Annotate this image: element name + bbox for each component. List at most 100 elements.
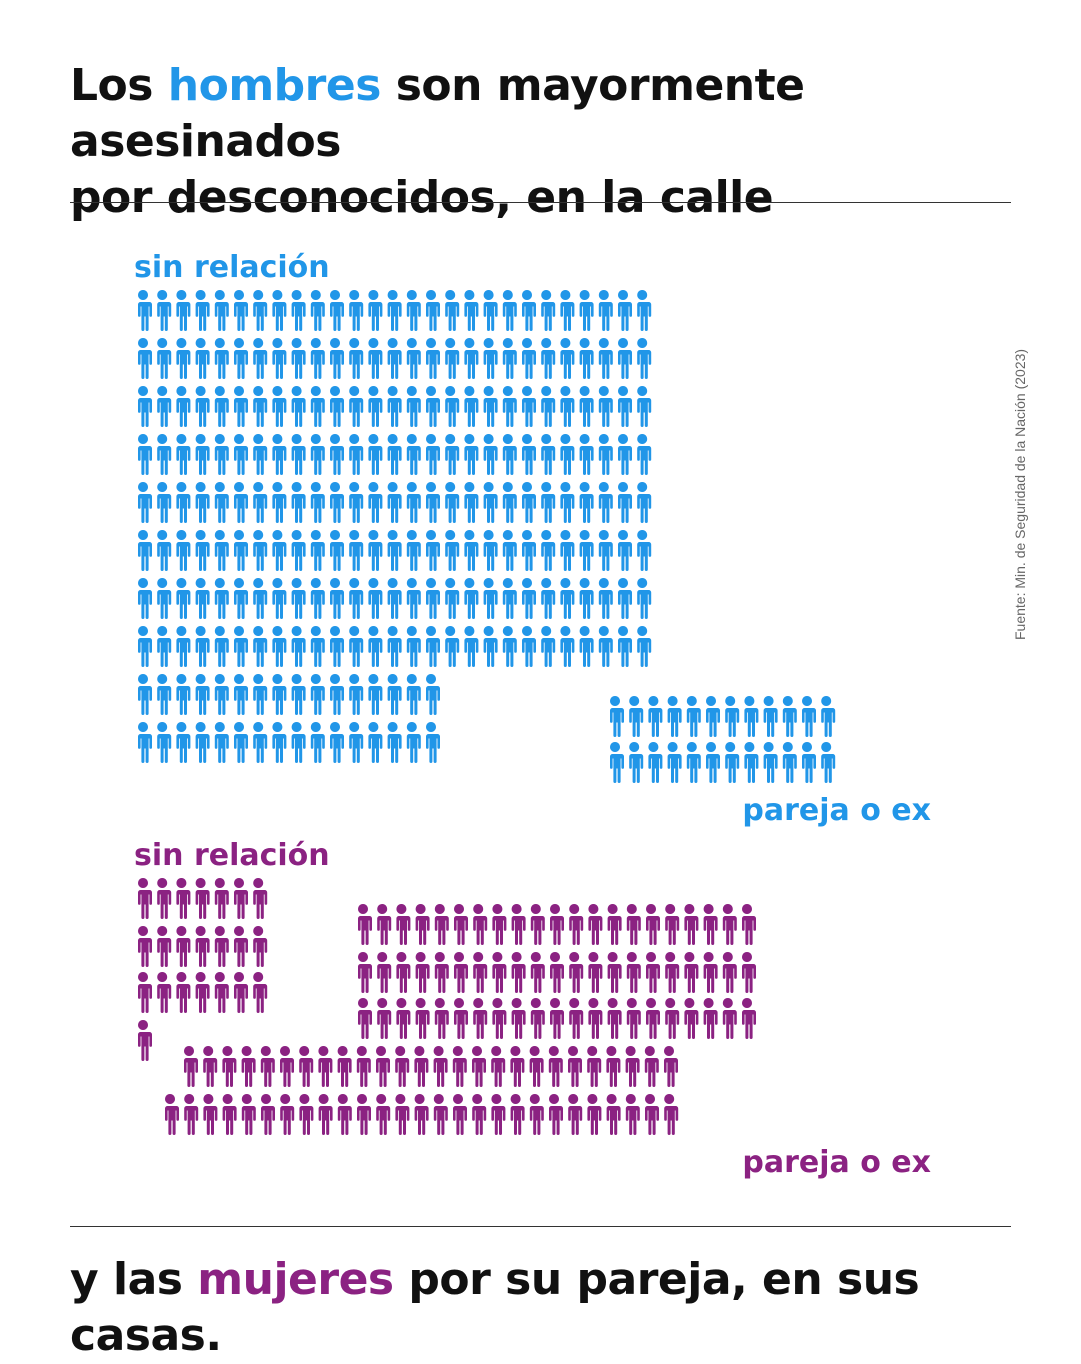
person-icon	[548, 952, 564, 993]
person-icon	[819, 696, 836, 737]
person-icon	[462, 482, 479, 523]
person-icon	[578, 482, 594, 523]
person-icon	[740, 904, 756, 945]
hombres-series-label: sin relación	[134, 250, 330, 285]
person-icon	[539, 290, 556, 331]
person-icon	[328, 578, 344, 619]
person-icon	[355, 1046, 371, 1087]
person-icon	[819, 742, 836, 783]
person-icon	[558, 530, 575, 571]
person-icon	[328, 626, 344, 667]
person-icon	[663, 904, 680, 945]
person-icon	[566, 1046, 582, 1087]
person-icon	[606, 952, 622, 993]
person-icon	[548, 998, 564, 1039]
person-icon	[232, 878, 248, 919]
person-icon	[213, 338, 229, 379]
person-icon	[366, 674, 383, 715]
person-icon	[452, 904, 468, 945]
person-icon	[781, 742, 797, 783]
person-icon	[290, 386, 306, 427]
person-icon	[270, 674, 287, 715]
person-icon	[155, 434, 172, 475]
person-icon	[520, 434, 536, 475]
person-icon	[606, 904, 622, 945]
person-icon	[309, 578, 325, 619]
person-icon	[328, 722, 344, 763]
person-icon	[136, 530, 152, 571]
person-icon	[616, 530, 632, 571]
person-icon	[309, 674, 325, 715]
person-icon	[433, 904, 449, 945]
person-icon	[644, 952, 660, 993]
person-icon	[424, 290, 440, 331]
person-icon	[270, 290, 287, 331]
person-icon	[762, 696, 778, 737]
person-icon	[567, 904, 584, 945]
person-icon	[443, 338, 460, 379]
person-icon	[290, 290, 306, 331]
person-icon	[405, 722, 421, 763]
person-icon	[290, 674, 306, 715]
person-icon	[174, 386, 191, 427]
person-icon	[520, 482, 536, 523]
person-icon	[309, 434, 325, 475]
person-icon	[578, 434, 594, 475]
person-icon	[213, 926, 229, 967]
person-icon	[635, 290, 652, 331]
person-icon	[251, 338, 268, 379]
person-icon	[520, 386, 536, 427]
person-icon	[566, 1094, 583, 1135]
person-icon	[155, 482, 172, 523]
person-icon	[605, 1094, 621, 1135]
person-icon	[386, 386, 402, 427]
person-icon	[155, 338, 172, 379]
person-icon	[251, 386, 268, 427]
person-icon	[136, 1020, 152, 1061]
mujeres-series-pareja-o-ex	[163, 904, 756, 1135]
person-icon	[240, 1094, 256, 1135]
person-icon	[666, 696, 682, 737]
person-icon	[414, 904, 430, 945]
person-icon	[290, 722, 306, 763]
person-icon	[539, 482, 556, 523]
person-icon	[251, 972, 268, 1013]
person-icon	[412, 1046, 429, 1087]
person-icon	[482, 578, 498, 619]
person-icon	[501, 482, 517, 523]
person-icon	[597, 338, 613, 379]
person-icon	[201, 1094, 218, 1135]
mujeres-series-label: pareja o ex	[742, 1145, 931, 1180]
person-icon	[604, 1046, 621, 1087]
person-icon	[443, 290, 460, 331]
person-icon	[742, 696, 759, 737]
person-icon	[220, 1046, 237, 1087]
person-icon	[375, 952, 392, 993]
person-icon	[347, 530, 364, 571]
person-icon	[558, 434, 575, 475]
person-icon	[597, 290, 613, 331]
person-icon	[174, 290, 191, 331]
person-icon	[781, 696, 797, 737]
person-icon	[366, 626, 383, 667]
person-icon	[539, 530, 556, 571]
person-icon	[251, 530, 268, 571]
mujeres-series-sin-relacion	[136, 878, 268, 1061]
person-icon	[194, 290, 210, 331]
person-icon	[578, 338, 594, 379]
person-icon	[405, 434, 421, 475]
person-icon	[616, 482, 632, 523]
person-icon	[309, 482, 325, 523]
person-icon	[405, 386, 421, 427]
person-icon	[762, 742, 778, 783]
person-icon	[520, 626, 536, 667]
person-icon	[213, 878, 229, 919]
person-icon	[644, 904, 660, 945]
person-icon	[174, 972, 191, 1013]
person-icon	[501, 290, 517, 331]
person-icon	[375, 904, 392, 945]
person-icon	[520, 290, 536, 331]
person-icon	[643, 1094, 659, 1135]
person-icon	[624, 1046, 640, 1087]
person-icon	[616, 626, 632, 667]
